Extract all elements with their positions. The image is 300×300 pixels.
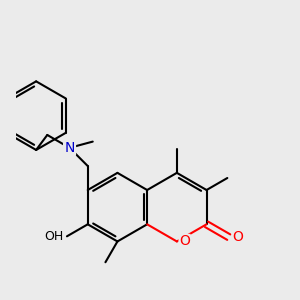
Text: O: O [179, 235, 190, 248]
Text: OH: OH [44, 230, 64, 243]
Text: N: N [64, 141, 75, 155]
Text: O: O [232, 230, 243, 244]
